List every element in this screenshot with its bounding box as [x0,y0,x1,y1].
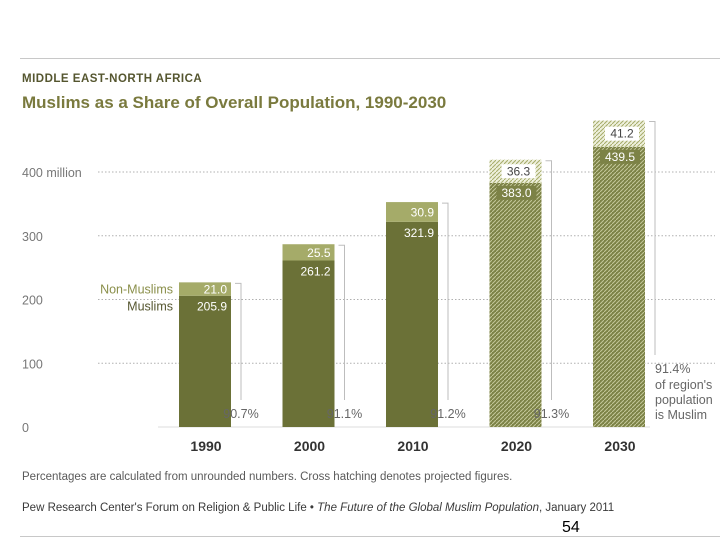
y-tick-label: 400 million [22,166,82,180]
label-box-non-muslim [501,164,536,179]
final-annotation-line: of region's [655,378,712,392]
bar-non-muslim-1990 [179,282,231,296]
legend-non-muslims: Non-Muslims [100,283,173,297]
y-tick-label: 200 [22,294,43,308]
y-tick-label: 100 [22,357,43,371]
value-label-non-muslim: 36.3 [507,164,531,178]
percent-label: 90.7% [223,407,258,421]
bar-muslim-2020 [489,182,542,427]
percent-bracket [338,244,345,400]
chart-title: Muslims as a Share of Overall Population… [22,93,447,112]
label-box-muslim [600,149,640,164]
top-rule [20,58,720,59]
label-box-non-muslim [605,126,639,141]
x-tick-label: 2030 [604,438,635,454]
percent-bracket [545,160,552,400]
value-label-non-muslim: 21.0 [204,283,228,297]
percent-label: 91.3% [534,407,569,421]
value-label-muslim: 439.5 [605,150,635,164]
percent-bracket [442,202,449,400]
chart-note: Percentages are calculated from unrounde… [22,471,513,483]
y-tick-label: 0 [22,421,29,435]
bar-non-muslim-2010 [386,202,438,222]
value-label-muslim: 261.2 [300,264,330,278]
x-tick-label: 2000 [294,438,325,454]
source-bullet: • [309,502,314,514]
percent-bracket [235,282,242,400]
x-tick-label: 2020 [501,438,532,454]
source-date: , January 2011 [538,502,615,514]
page-number: 54 [562,519,580,536]
bar-muslim-2010 [386,221,438,427]
bar-muslim-2000 [282,260,335,427]
bottom-rule [20,536,720,537]
legend-muslims: Muslims [127,300,173,314]
source-org: Pew Research Center's Forum on Religion … [22,502,307,514]
source-line: Pew Research Center's Forum on Religion … [22,502,614,514]
x-tick-label: 2010 [397,438,428,454]
value-label-muslim: 205.9 [197,300,227,314]
source-report: The Future of the Global Muslim Populati… [317,502,539,514]
x-tick-label: 1990 [190,438,221,454]
percent-label: 91.4% [655,362,690,376]
value-label-non-muslim: 25.5 [307,246,331,260]
region-label: MIDDLE EAST-NORTH AFRICA [22,73,203,85]
bar-non-muslim-2000 [282,244,335,261]
final-annotation-line: population [655,393,713,407]
percent-label: 91.2% [430,407,465,421]
label-box-muslim [496,185,537,200]
bar-muslim-2030 [593,146,645,427]
percent-bracket [649,121,656,355]
value-label-non-muslim: 30.9 [411,205,435,219]
bar-muslim-1990 [179,295,231,427]
value-label-muslim: 383.0 [501,186,531,200]
final-annotation-line: is Muslim [655,408,707,422]
y-tick-label: 300 [22,230,43,244]
value-label-muslim: 321.9 [404,226,434,240]
value-label-non-muslim: 41.2 [610,127,634,141]
percent-label: 91.1% [327,407,362,421]
